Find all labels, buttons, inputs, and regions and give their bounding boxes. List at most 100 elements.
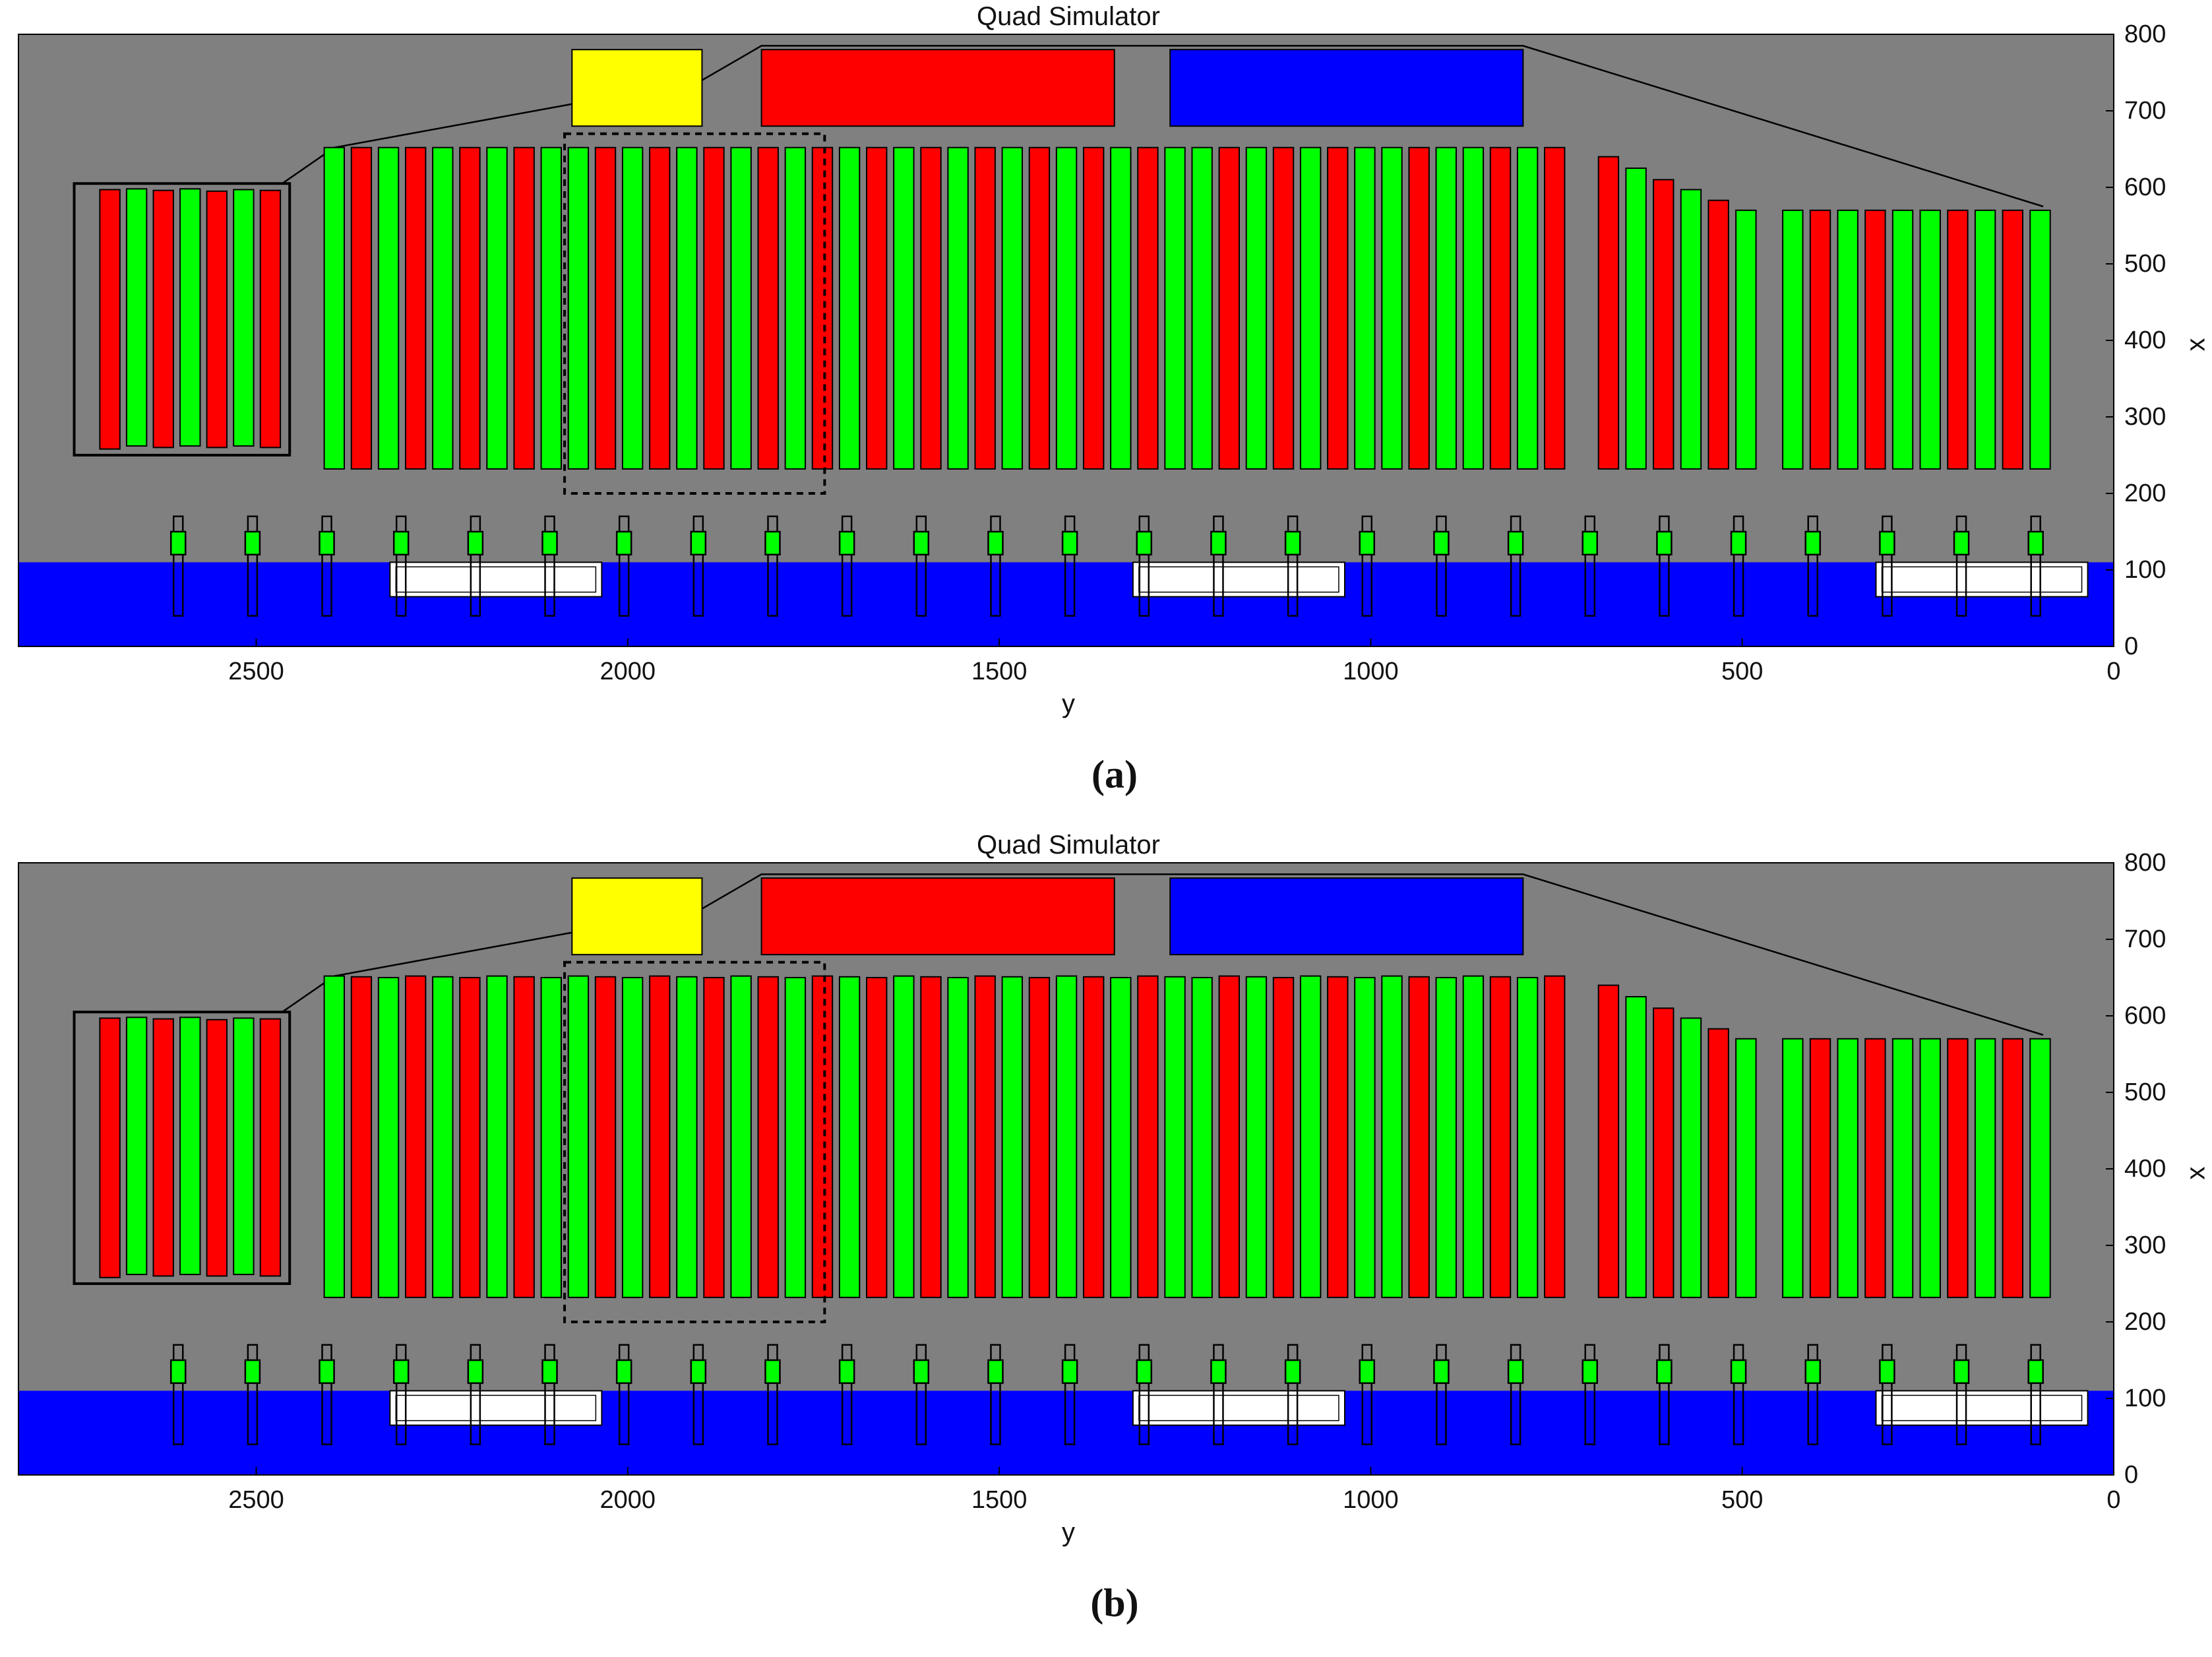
storage-block-yellow <box>571 877 703 956</box>
crane-head <box>838 530 855 556</box>
container-row-green <box>486 146 508 470</box>
container-row-red <box>920 976 942 1298</box>
container-row-red <box>259 1018 282 1277</box>
crane-post <box>841 515 853 617</box>
x-tick-label: 300 <box>2124 403 2166 431</box>
container-row-green <box>125 188 148 447</box>
storage-block-yellow <box>571 49 703 127</box>
crane-post <box>767 1344 778 1445</box>
x-tick-label: 600 <box>2124 173 2166 201</box>
crane-head <box>913 530 930 556</box>
crane-post <box>1287 515 1299 617</box>
container-row-red <box>1218 146 1240 470</box>
container-row-green <box>621 146 644 470</box>
crane-head <box>1804 1359 1821 1385</box>
container-row-green <box>233 189 255 447</box>
crane-post <box>618 515 630 617</box>
crane-head <box>1284 530 1301 556</box>
container-row-red <box>757 146 779 470</box>
container-row-red <box>1082 976 1105 1298</box>
crane-head <box>541 1359 558 1385</box>
crane-post <box>470 515 481 617</box>
y-tick-label: 2500 <box>228 1486 284 1514</box>
container-row-green <box>1735 209 1757 470</box>
x-tick-label: 100 <box>2124 556 2166 584</box>
crane-post <box>1584 515 1595 617</box>
crane-post <box>841 1344 853 1445</box>
x-tick-label: 800 <box>2124 20 2166 48</box>
container-row-red <box>1947 209 1969 470</box>
crane-head <box>615 530 632 556</box>
container-row-green <box>1625 996 1647 1298</box>
container-row-green <box>540 146 562 470</box>
storage-block-red <box>760 877 1115 956</box>
crane-post <box>544 515 555 617</box>
container-row-red <box>1653 1007 1674 1298</box>
container-row-green <box>1974 1038 1996 1298</box>
container-row-green <box>1001 146 1024 470</box>
crane-post <box>767 515 778 617</box>
panel-a: Quad Simulator y x (a) 2500 2000 1500 1000 5… <box>0 0 2212 828</box>
container-row-red <box>1327 146 1349 470</box>
container-row-green <box>377 146 400 470</box>
container-row-red <box>1864 209 1886 470</box>
x-tick-label: 0 <box>2124 633 2139 660</box>
container-row-green <box>1354 146 1376 470</box>
container-row-red <box>1544 146 1566 470</box>
crane-head <box>1359 1359 1376 1385</box>
crane-post <box>1807 1344 1818 1445</box>
x-tick-label: 300 <box>2124 1232 2166 1259</box>
crane-head <box>392 530 410 556</box>
x-tick-label: 400 <box>2124 1155 2166 1183</box>
container-row-green <box>567 146 590 470</box>
container-row-green <box>486 975 508 1298</box>
crane-head <box>1061 1359 1078 1385</box>
container-row-red <box>404 975 427 1298</box>
x-tick-label: 200 <box>2124 480 2166 507</box>
container-row-green <box>1299 146 1322 470</box>
container-row-green <box>1891 209 1914 470</box>
container-row-green <box>730 146 752 470</box>
crane-post <box>1955 515 1967 617</box>
container-row-green <box>1245 146 1268 470</box>
container-row-red <box>811 975 834 1298</box>
container-row-red <box>1028 146 1051 470</box>
y-tick-label: 0 <box>2106 1486 2121 1514</box>
container-row-green <box>1191 977 1213 1298</box>
container-row-red <box>259 189 282 449</box>
container-row-green <box>1974 209 1996 470</box>
crane-post <box>1510 515 1521 617</box>
container-row-green <box>621 977 644 1298</box>
container-row-green <box>1837 209 1859 470</box>
crane-post <box>1733 1344 1744 1445</box>
x-tick-label: 200 <box>2124 1308 2166 1336</box>
container-row-red <box>1327 976 1349 1298</box>
container-row-red <box>594 146 617 470</box>
crane-head <box>615 1359 632 1385</box>
container-row-green <box>1055 146 1078 470</box>
crane-head <box>838 1359 855 1385</box>
crane-head <box>2027 530 2044 556</box>
crane-post <box>1436 515 1447 617</box>
crane-head <box>1061 530 1078 556</box>
container-row-green <box>1164 976 1186 1298</box>
y-tick-label: 500 <box>1721 1486 1764 1514</box>
y-tick-label: 2500 <box>228 658 284 685</box>
crane-head <box>1507 1359 1524 1385</box>
crane-post <box>1064 515 1076 617</box>
container-row-green <box>1381 975 1403 1298</box>
container-row-red <box>866 146 888 470</box>
container-row-green <box>1435 146 1457 470</box>
container-row-red <box>1408 976 1430 1298</box>
crane-head <box>467 1359 484 1385</box>
container-row-green <box>1680 1017 1702 1298</box>
container-row-green <box>1381 146 1403 470</box>
crane-head <box>1582 530 1598 556</box>
container-row-red <box>99 189 121 450</box>
crane-head <box>1284 1359 1301 1385</box>
container-row-red <box>1272 146 1295 470</box>
crane-head <box>244 1359 261 1385</box>
crane-head <box>987 530 1004 556</box>
selected-region-frame <box>563 960 826 1324</box>
crane-post <box>395 515 407 617</box>
